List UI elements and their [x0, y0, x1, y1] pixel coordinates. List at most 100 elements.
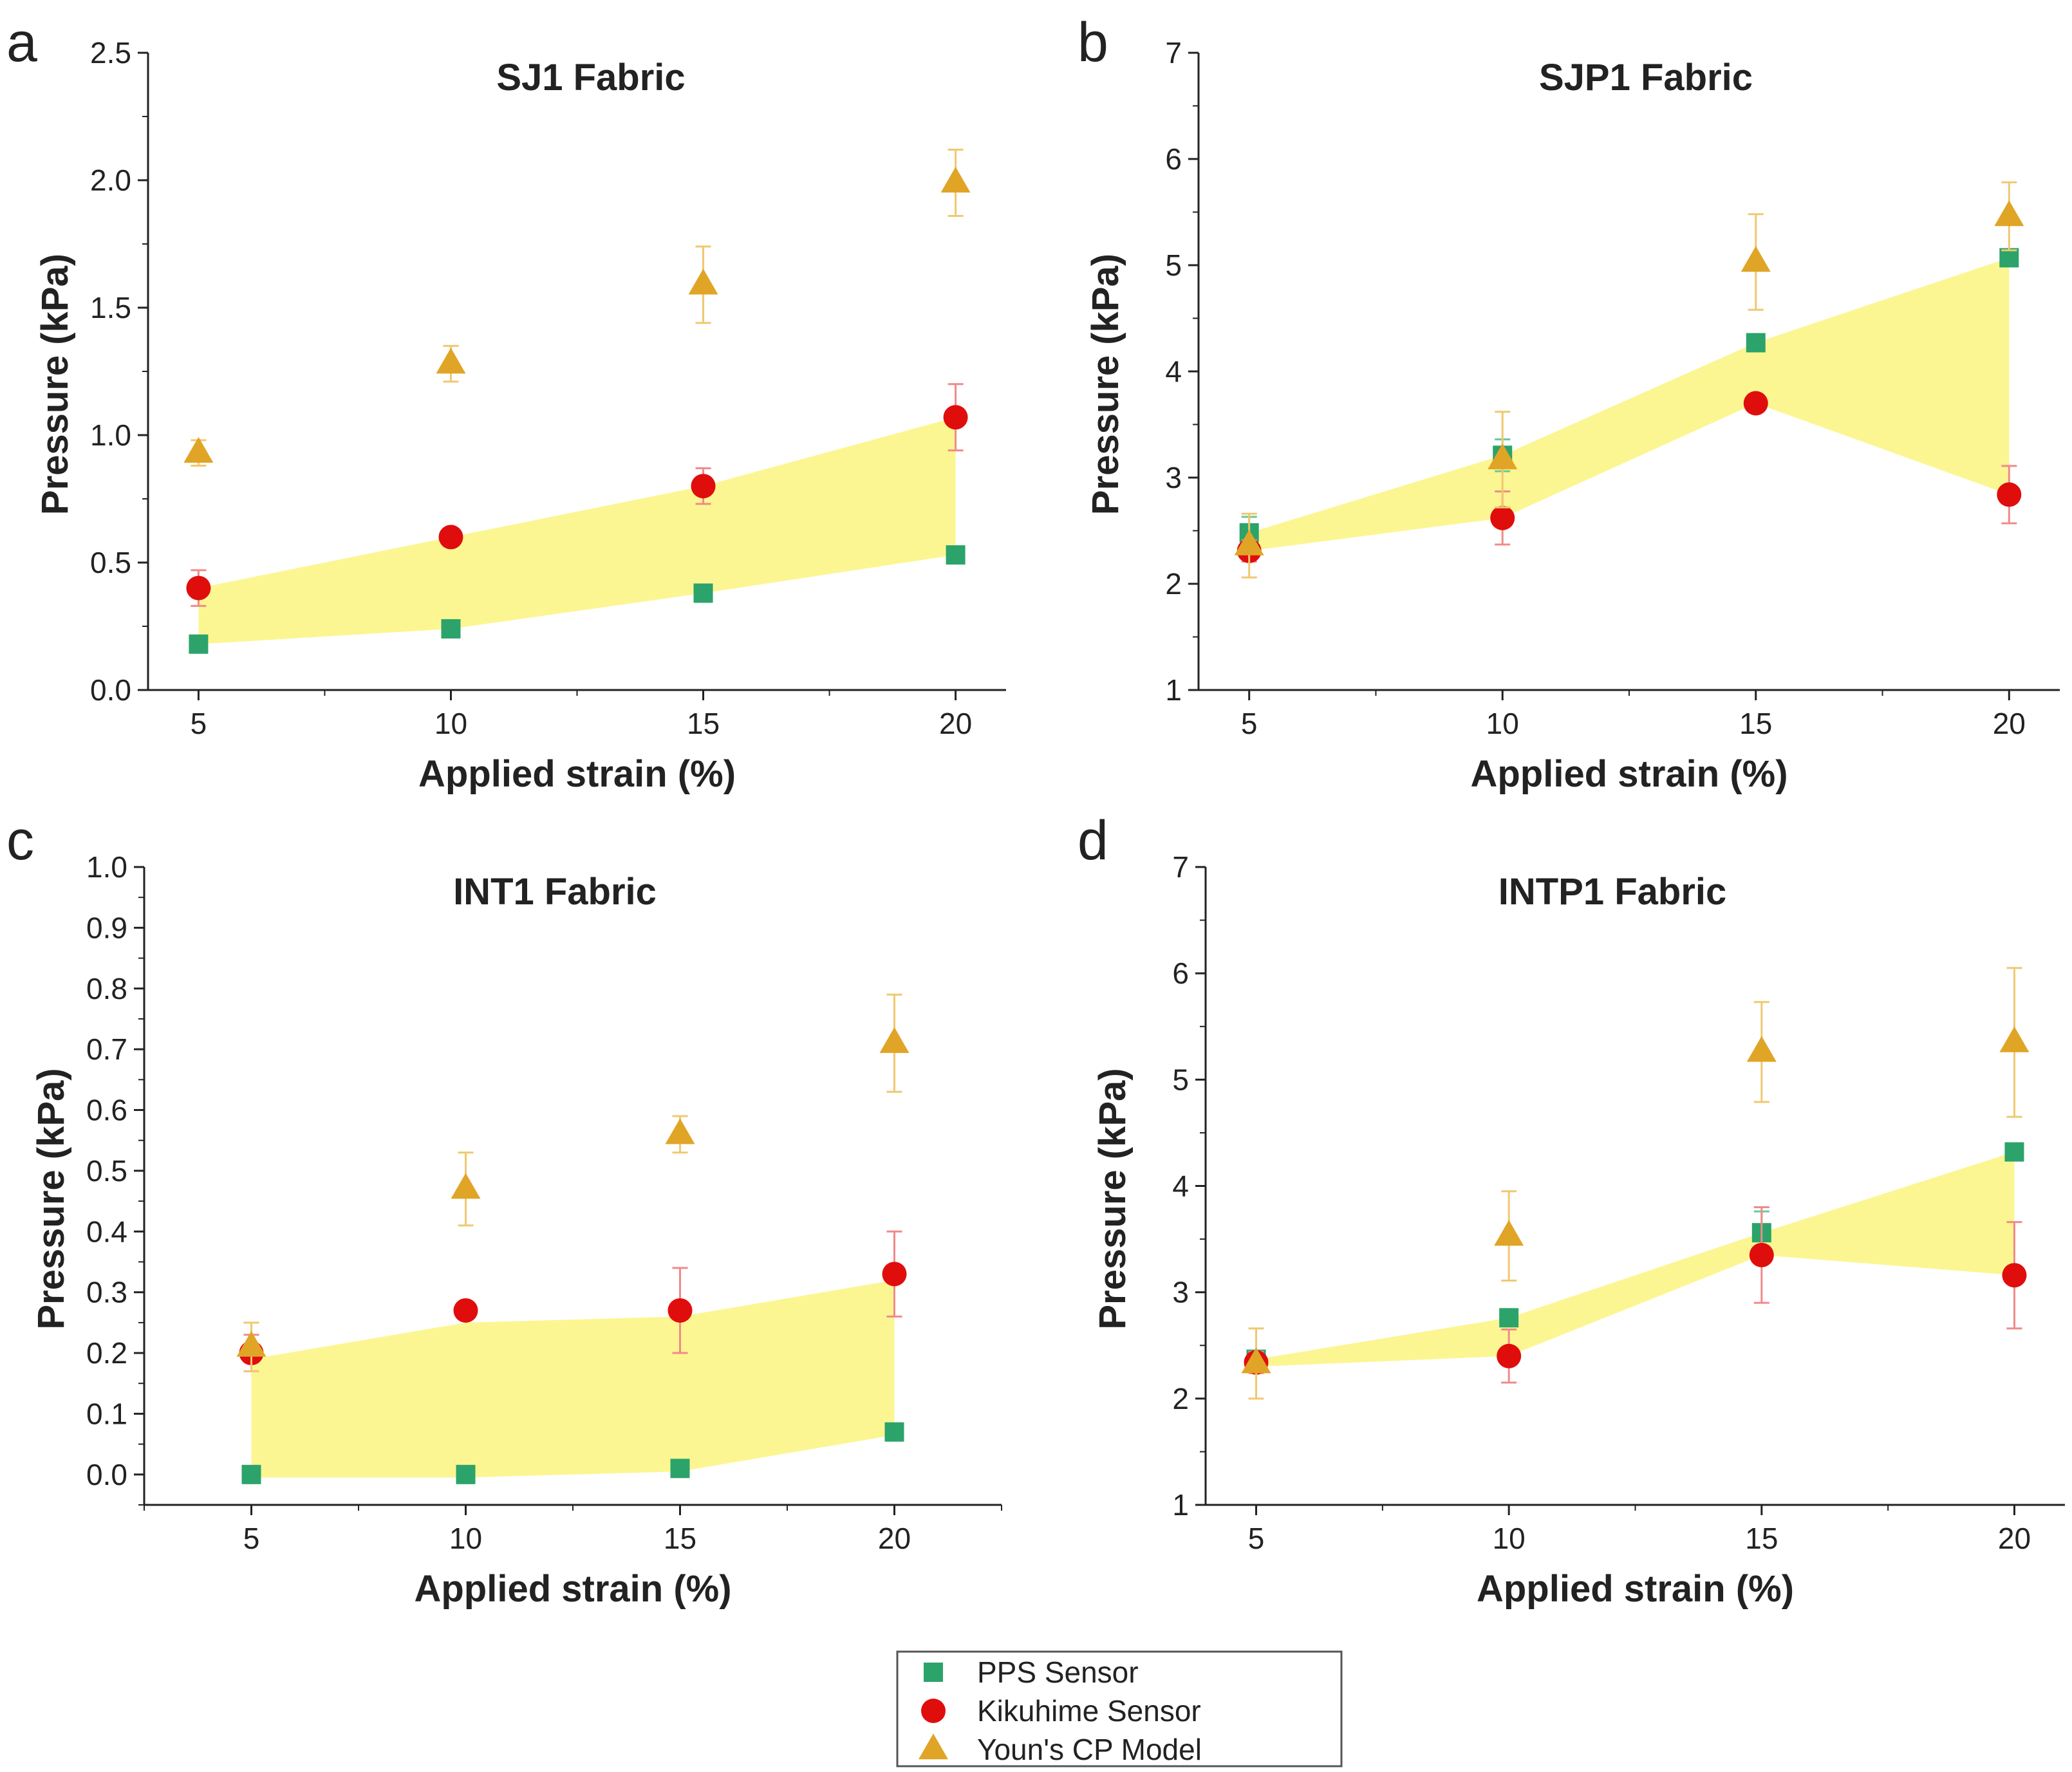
data-point-pps [1999, 248, 2019, 268]
x-tick-label: 10 [1493, 1522, 1526, 1555]
x-tick-label: 5 [243, 1522, 260, 1555]
panel-c: 0.0 0.1 0.2 0.3 0.4 0.5 0.6 0.7 0.8 0.9 1.0 5 10 15 20… [6, 810, 1002, 1610]
data-point-youn [1741, 246, 1771, 272]
x-tick-label: 5 [191, 707, 207, 740]
data-point-kikuhime [453, 1298, 478, 1323]
data-point-pps [1499, 1308, 1519, 1328]
data-point-youn [940, 167, 971, 193]
y-tick-label: 2 [1165, 567, 1182, 601]
data-point-kikuhime [882, 1262, 907, 1287]
y-axis-label: Pressure (kPa) [1085, 254, 1126, 515]
x-tick-label: 15 [1739, 707, 1772, 740]
y-tick-label: 0.2 [86, 1336, 127, 1370]
x-tick-label: 5 [1248, 1522, 1265, 1555]
y-tick-label: 0.5 [86, 1154, 127, 1188]
data-point-kikuhime [1749, 1242, 1774, 1267]
y-tick-label: 0.9 [86, 911, 127, 944]
y-tick-label: 0.7 [86, 1032, 127, 1066]
data-point-youn [1994, 200, 2024, 227]
y-tick-label: 6 [1165, 142, 1182, 176]
range-band [1256, 1152, 2015, 1367]
y-tick-label: 0.3 [86, 1276, 127, 1309]
legend-marker-kikuhime [921, 1699, 946, 1723]
data-point-pps [670, 1459, 690, 1478]
x-axis-label: Applied strain (%) [414, 1568, 731, 1610]
data-point-youn [1234, 529, 1264, 555]
x-tick-label: 20 [1993, 707, 2026, 740]
series-pps [241, 1422, 904, 1484]
data-point-pps [693, 583, 713, 603]
x-tick-label: 5 [1241, 707, 1258, 740]
y-tick-label: 0.0 [86, 1458, 127, 1491]
x-tick-label: 20 [878, 1522, 911, 1555]
range-band [251, 1280, 895, 1478]
x-tick-label: 15 [664, 1522, 696, 1555]
y-tick-label: 3 [1172, 1276, 1189, 1309]
y-tick-label: 2.0 [90, 163, 131, 197]
y-tick-label: 5 [1165, 248, 1182, 282]
data-point-pps [241, 1464, 261, 1484]
data-point-pps [2004, 1142, 2024, 1162]
x-tick-label: 20 [1998, 1522, 2031, 1555]
data-point-youn [236, 1330, 266, 1357]
data-point-youn [1999, 1026, 2030, 1052]
data-point-pps [1746, 333, 1766, 353]
series-pps [189, 545, 966, 654]
y-axis-label: Pressure (kPa) [30, 1068, 72, 1329]
y-tick-label: 7 [1165, 36, 1182, 70]
x-tick-label: 10 [449, 1522, 482, 1555]
data-point-kikuhime [186, 575, 211, 601]
data-point-youn [1488, 443, 1518, 470]
data-point-kikuhime [1497, 1343, 1522, 1368]
series-kikuhime [239, 1230, 907, 1372]
legend-marker-pps [924, 1663, 943, 1682]
y-tick-label: 1 [1165, 673, 1182, 707]
y-axis-label: Pressure (kPa) [1092, 1068, 1134, 1329]
data-point-kikuhime [667, 1298, 693, 1323]
y-tick-label: 2 [1172, 1382, 1189, 1415]
panel-d: 1 2 3 4 5 6 7 5 10 15 20 d INTP1 Fabric Applied strai… [1078, 810, 2065, 1610]
data-point-youn [436, 348, 466, 374]
x-axis-label: Applied strain (%) [1470, 753, 1787, 795]
legend-marker-youn [919, 1733, 948, 1760]
data-point-youn [1241, 1347, 1271, 1374]
data-point-kikuhime [1997, 482, 2022, 507]
data-point-kikuhime [1490, 505, 1515, 530]
data-point-youn [1746, 1036, 1777, 1062]
series-kikuhime [186, 383, 968, 607]
data-point-youn [665, 1118, 695, 1144]
legend-label-kikuhime: Kikuhime Sensor [977, 1694, 1201, 1728]
y-tick-label: 1.5 [90, 291, 131, 324]
chart-title: SJP1 Fabric [1539, 57, 1753, 98]
data-point-pps [946, 545, 966, 565]
series-youn [1241, 967, 2030, 1400]
series-youn [1234, 181, 2024, 579]
y-tick-label: 0.5 [90, 546, 131, 579]
y-tick-label: 3 [1165, 461, 1182, 494]
x-axis-label: Applied strain (%) [418, 753, 736, 795]
x-tick-label: 20 [939, 707, 972, 740]
y-tick-label: 5 [1172, 1063, 1189, 1096]
y-tick-label: 1.0 [90, 418, 131, 452]
chart-title: INTP1 Fabric [1498, 871, 1727, 913]
legend-label-youn: Youn's CP Model [977, 1733, 1202, 1766]
x-tick-label: 15 [1745, 1522, 1778, 1555]
data-point-youn [879, 1027, 910, 1053]
data-point-pps [884, 1422, 904, 1442]
legend-label-pps: PPS Sensor [977, 1655, 1139, 1689]
data-point-pps [456, 1464, 476, 1484]
x-tick-label: 10 [1486, 707, 1519, 740]
x-tick-label: 15 [687, 707, 720, 740]
y-tick-label: 6 [1172, 956, 1189, 990]
data-point-kikuhime [691, 474, 716, 499]
range-band [198, 417, 956, 644]
y-tick-label: 0.8 [86, 972, 127, 1005]
legend-box [896, 1650, 1343, 1767]
y-tick-label: 7 [1172, 850, 1189, 884]
chart-title: INT1 Fabric [453, 871, 657, 913]
series-youn [183, 148, 971, 467]
legend: PPS Sensor Kikuhime Sensor Youn's CP Model [896, 1650, 1343, 1767]
y-tick-label: 0.4 [86, 1215, 127, 1248]
data-point-kikuhime [1743, 391, 1768, 416]
data-point-pps [189, 634, 209, 654]
